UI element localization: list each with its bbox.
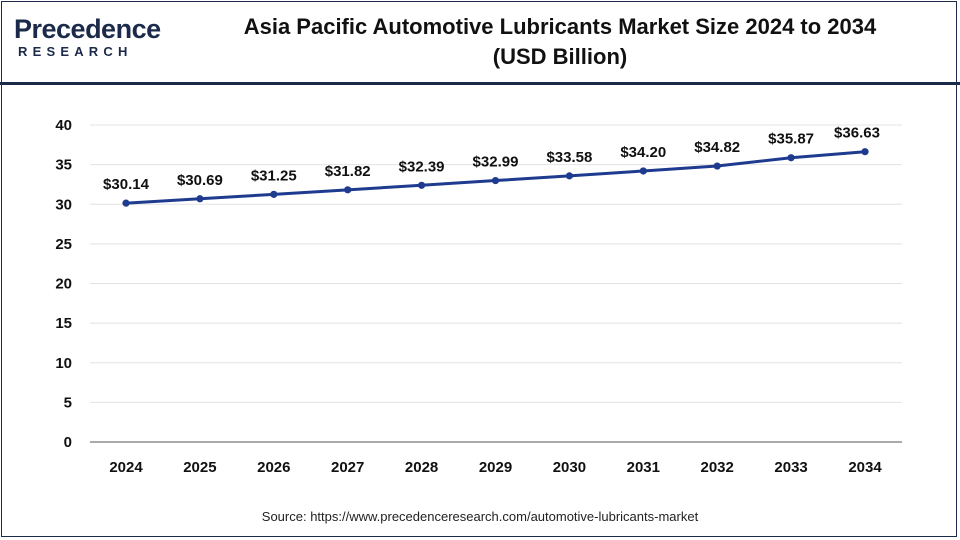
source-note: Source: https://www.precedenceresearch.c…: [261, 509, 699, 524]
x-tick-label: 2027: [331, 459, 364, 476]
x-tick-label: 2025: [183, 459, 216, 476]
x-tick-label: 2034: [848, 459, 882, 476]
data-labels: $30.14 $30.69 $31.25 $31.82 $32.39 $32.99 $33.…: [103, 125, 880, 193]
series-layer: [122, 148, 869, 207]
data-label: $33.58: [546, 149, 592, 166]
data-label: $35.87: [768, 131, 814, 148]
y-tick-label: 5: [64, 394, 72, 411]
chart-title-line-2: (USD Billion): [492, 44, 628, 69]
data-label: $30.14: [103, 176, 150, 193]
data-label: $31.25: [251, 167, 297, 184]
x-tick-label: 2026: [257, 459, 290, 476]
y-tick-label: 20: [55, 276, 72, 293]
y-tick-label: 0: [64, 434, 72, 451]
x-tick-label: 2031: [627, 459, 660, 476]
data-label: $30.69: [177, 172, 223, 189]
x-tick-label: 2028: [405, 459, 438, 476]
chart-title-line-1: Asia Pacific Automotive Lubricants Marke…: [243, 14, 877, 39]
x-tick-label: 2029: [479, 459, 512, 476]
y-tick-label: 10: [55, 355, 72, 372]
x-tick-label: 2030: [553, 459, 586, 476]
x-tick-label: 2024: [109, 459, 143, 476]
data-label: $32.99: [473, 154, 519, 171]
data-point: [344, 186, 352, 194]
y-tick-label: 25: [55, 236, 72, 253]
y-tick-label: 40: [55, 117, 72, 134]
data-point: [713, 162, 721, 170]
logo-name-sub: RESEARCH: [18, 44, 133, 59]
data-point: [122, 199, 130, 207]
data-point: [565, 172, 574, 180]
x-tick-label: 2032: [701, 459, 734, 476]
data-point: [491, 176, 500, 185]
data-point: [787, 154, 795, 162]
data-point: [196, 195, 204, 203]
data-point: [418, 181, 426, 189]
data-label: $31.82: [325, 163, 371, 180]
header-divider: [0, 82, 960, 85]
data-label: $36.63: [834, 125, 880, 142]
y-tick-label: 35: [55, 157, 72, 174]
logo-name-main: Precedence: [14, 14, 161, 44]
data-point: [861, 148, 869, 156]
data-label: $34.20: [620, 144, 666, 161]
data-label: $34.82: [694, 139, 740, 156]
data-label: $32.39: [399, 158, 445, 175]
y-tick-label: 30: [55, 196, 72, 213]
chart-title: Asia Pacific Automotive Lubricants Marke…: [180, 12, 940, 72]
y-tick-label: 15: [55, 315, 72, 332]
x-axis: 2024 2025 2026 2027 2028 2029 2030 2031 2032 2033…: [90, 441, 902, 476]
precedence-research-logo: Precedence RESEARCH: [14, 14, 164, 64]
data-point: [270, 190, 278, 198]
grid-layer: [90, 124, 902, 403]
data-point: [639, 167, 647, 175]
x-tick-label: 2033: [774, 459, 807, 476]
header: Precedence RESEARCH Asia Pacific Automot…: [0, 0, 960, 82]
y-axis: 0 5 10 15 20 25 30 35 40: [55, 117, 72, 451]
